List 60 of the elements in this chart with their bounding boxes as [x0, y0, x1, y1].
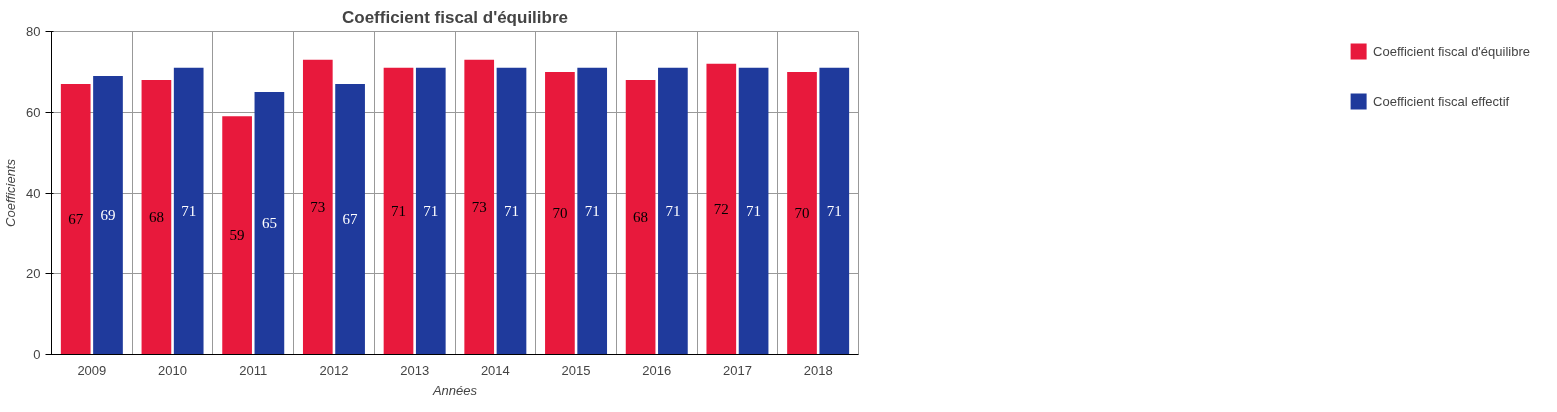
bar: [625, 79, 656, 355]
legend-label: Coefficient fiscal d'équilibre: [1373, 43, 1530, 59]
data-label: 69: [100, 207, 116, 224]
bar: [658, 67, 688, 355]
bar: [545, 71, 575, 355]
y-tick-label: 60: [26, 104, 41, 120]
bar: [335, 83, 365, 355]
data-label: 71: [423, 203, 439, 220]
data-label: 68: [633, 209, 649, 226]
data-label: 73: [310, 199, 326, 216]
bar: [496, 67, 527, 355]
x-tick-label: 2017: [722, 362, 752, 378]
data-label: 72: [713, 201, 729, 218]
bar: [222, 116, 252, 355]
data-label: 67: [68, 211, 84, 228]
x-tick-label: 2013: [400, 362, 430, 378]
data-label: 71: [665, 203, 681, 220]
chart-title: Coefficient fiscal d'équilibre: [341, 7, 569, 27]
data-label: 71: [181, 203, 197, 220]
data-label: 71: [503, 203, 519, 220]
x-tick-label: 2010: [158, 362, 188, 378]
bar: [415, 67, 446, 355]
x-tick-label: 2018: [803, 362, 833, 378]
x-tick-label: 2009: [77, 362, 107, 378]
x-axis-title: Années: [431, 382, 478, 398]
data-label: 67: [342, 211, 359, 228]
bar: [787, 71, 817, 355]
data-label: 71: [746, 203, 762, 220]
bar: [173, 67, 204, 355]
data-label: 71: [584, 203, 600, 220]
data-label: 71: [826, 203, 842, 220]
bar: [60, 83, 91, 355]
data-label: 71: [391, 203, 407, 220]
data-label: 68: [148, 209, 164, 226]
bar: [383, 67, 414, 355]
legend-label: Coefficient fiscal effectif: [1373, 93, 1510, 109]
y-tick-label: 40: [26, 185, 41, 201]
data-label: 73: [471, 199, 487, 216]
bar: [254, 92, 285, 355]
bar: [464, 59, 495, 355]
y-tick-label: 20: [26, 266, 41, 282]
bar: [93, 75, 123, 355]
y-tick-label: 80: [26, 24, 41, 39]
data-label: 59: [229, 227, 245, 244]
data-label: 65: [261, 215, 277, 232]
x-tick-label: 2015: [561, 362, 591, 378]
bar: [577, 67, 608, 355]
bar: [302, 59, 333, 355]
bar: [738, 67, 769, 355]
data-label: 70: [794, 205, 810, 222]
x-tick-label: 2014: [480, 362, 510, 378]
x-tick-label: 2016: [642, 362, 672, 378]
data-label: 70: [552, 205, 568, 222]
y-tick-label: 0: [33, 347, 41, 362]
bar: [819, 67, 850, 355]
bar: [706, 63, 737, 355]
x-tick-label: 2011: [239, 362, 268, 378]
y-axis-title: Coefficients: [3, 158, 19, 227]
x-tick-label: 2012: [319, 362, 349, 378]
bar: [141, 79, 172, 355]
